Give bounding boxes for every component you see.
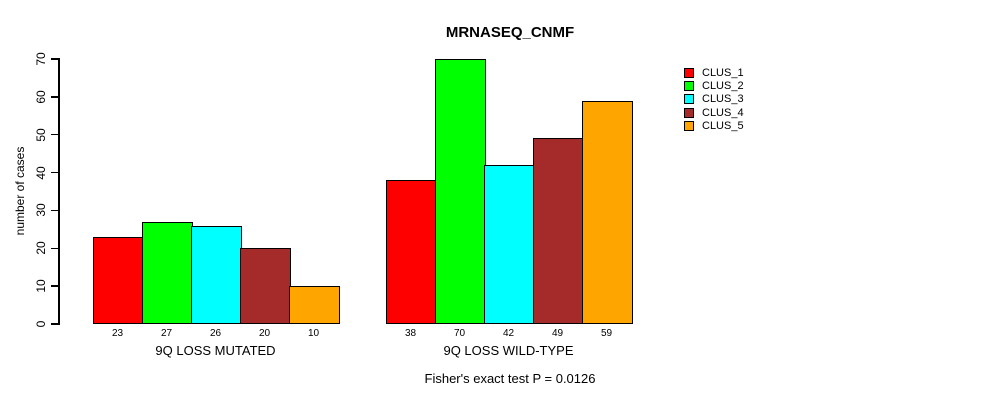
y-axis-tick — [51, 247, 59, 250]
y-axis-label: number of cases — [13, 146, 27, 236]
bar-value-label: 23 — [111, 328, 124, 339]
fisher-test-caption: Fisher's exact test P = 0.0126 — [424, 371, 596, 386]
bar — [533, 138, 584, 324]
y-tick-label: 60 — [34, 90, 48, 104]
y-axis-tick — [51, 58, 59, 60]
y-axis-tick — [51, 96, 59, 98]
legend-label: CLUS_2 — [702, 80, 744, 93]
y-tick-label: 0 — [34, 320, 48, 328]
legend-swatch — [684, 121, 694, 132]
bar — [142, 222, 193, 324]
bar-value-label: 10 — [307, 328, 320, 339]
legend-swatch — [684, 107, 694, 118]
y-axis-tick — [51, 285, 59, 287]
bar — [582, 101, 633, 324]
bar-value-label: 26 — [209, 328, 222, 339]
bar — [386, 180, 437, 324]
legend-label: CLUS_1 — [702, 66, 744, 79]
legend-row: CLUS_3 — [684, 93, 744, 106]
bar-value-label: 42 — [502, 328, 515, 339]
y-tick-label: 50 — [34, 128, 48, 142]
legend-row: CLUS_4 — [684, 106, 744, 119]
y-tick-label: 70 — [34, 52, 48, 66]
legend-row: CLUS_2 — [684, 79, 744, 92]
legend-row: CLUS_5 — [684, 120, 744, 133]
y-axis-tick — [51, 171, 59, 174]
bar — [240, 248, 291, 324]
bar — [93, 237, 144, 324]
bar-value-label: 20 — [258, 328, 271, 339]
y-axis-tick — [51, 209, 59, 212]
bar — [191, 226, 242, 324]
legend-label: CLUS_5 — [702, 120, 744, 133]
y-tick-label: 40 — [34, 165, 48, 180]
bar-value-label: 27 — [160, 328, 173, 339]
bar — [484, 165, 535, 324]
y-tick-label: 10 — [34, 279, 48, 293]
group-label: 9Q LOSS MUTATED — [155, 343, 276, 358]
legend: CLUS_1 CLUS_2 CLUS_3 CLUS_4 CLUS_5 — [684, 66, 744, 133]
chart-title: MRNASEQ_CNMF — [445, 24, 575, 41]
legend-swatch — [684, 67, 694, 78]
legend-label: CLUS_4 — [702, 106, 744, 119]
y-axis-tick — [51, 133, 59, 136]
bar-value-label: 38 — [404, 328, 417, 339]
y-tick-label: 20 — [34, 241, 48, 255]
bar — [289, 286, 340, 324]
y-axis-tick — [51, 323, 59, 325]
bar-value-label: 70 — [453, 328, 466, 339]
legend-row: CLUS_1 — [684, 66, 744, 79]
legend-swatch — [684, 81, 694, 92]
legend-label: CLUS_3 — [702, 93, 744, 106]
y-tick-label: 30 — [34, 203, 48, 218]
bar — [435, 59, 486, 324]
bar-value-label: 59 — [600, 328, 613, 339]
bar-value-label: 49 — [551, 328, 564, 339]
group-label: 9Q LOSS WILD-TYPE — [443, 343, 574, 358]
legend-swatch — [684, 94, 694, 105]
y-axis-line — [58, 58, 60, 325]
